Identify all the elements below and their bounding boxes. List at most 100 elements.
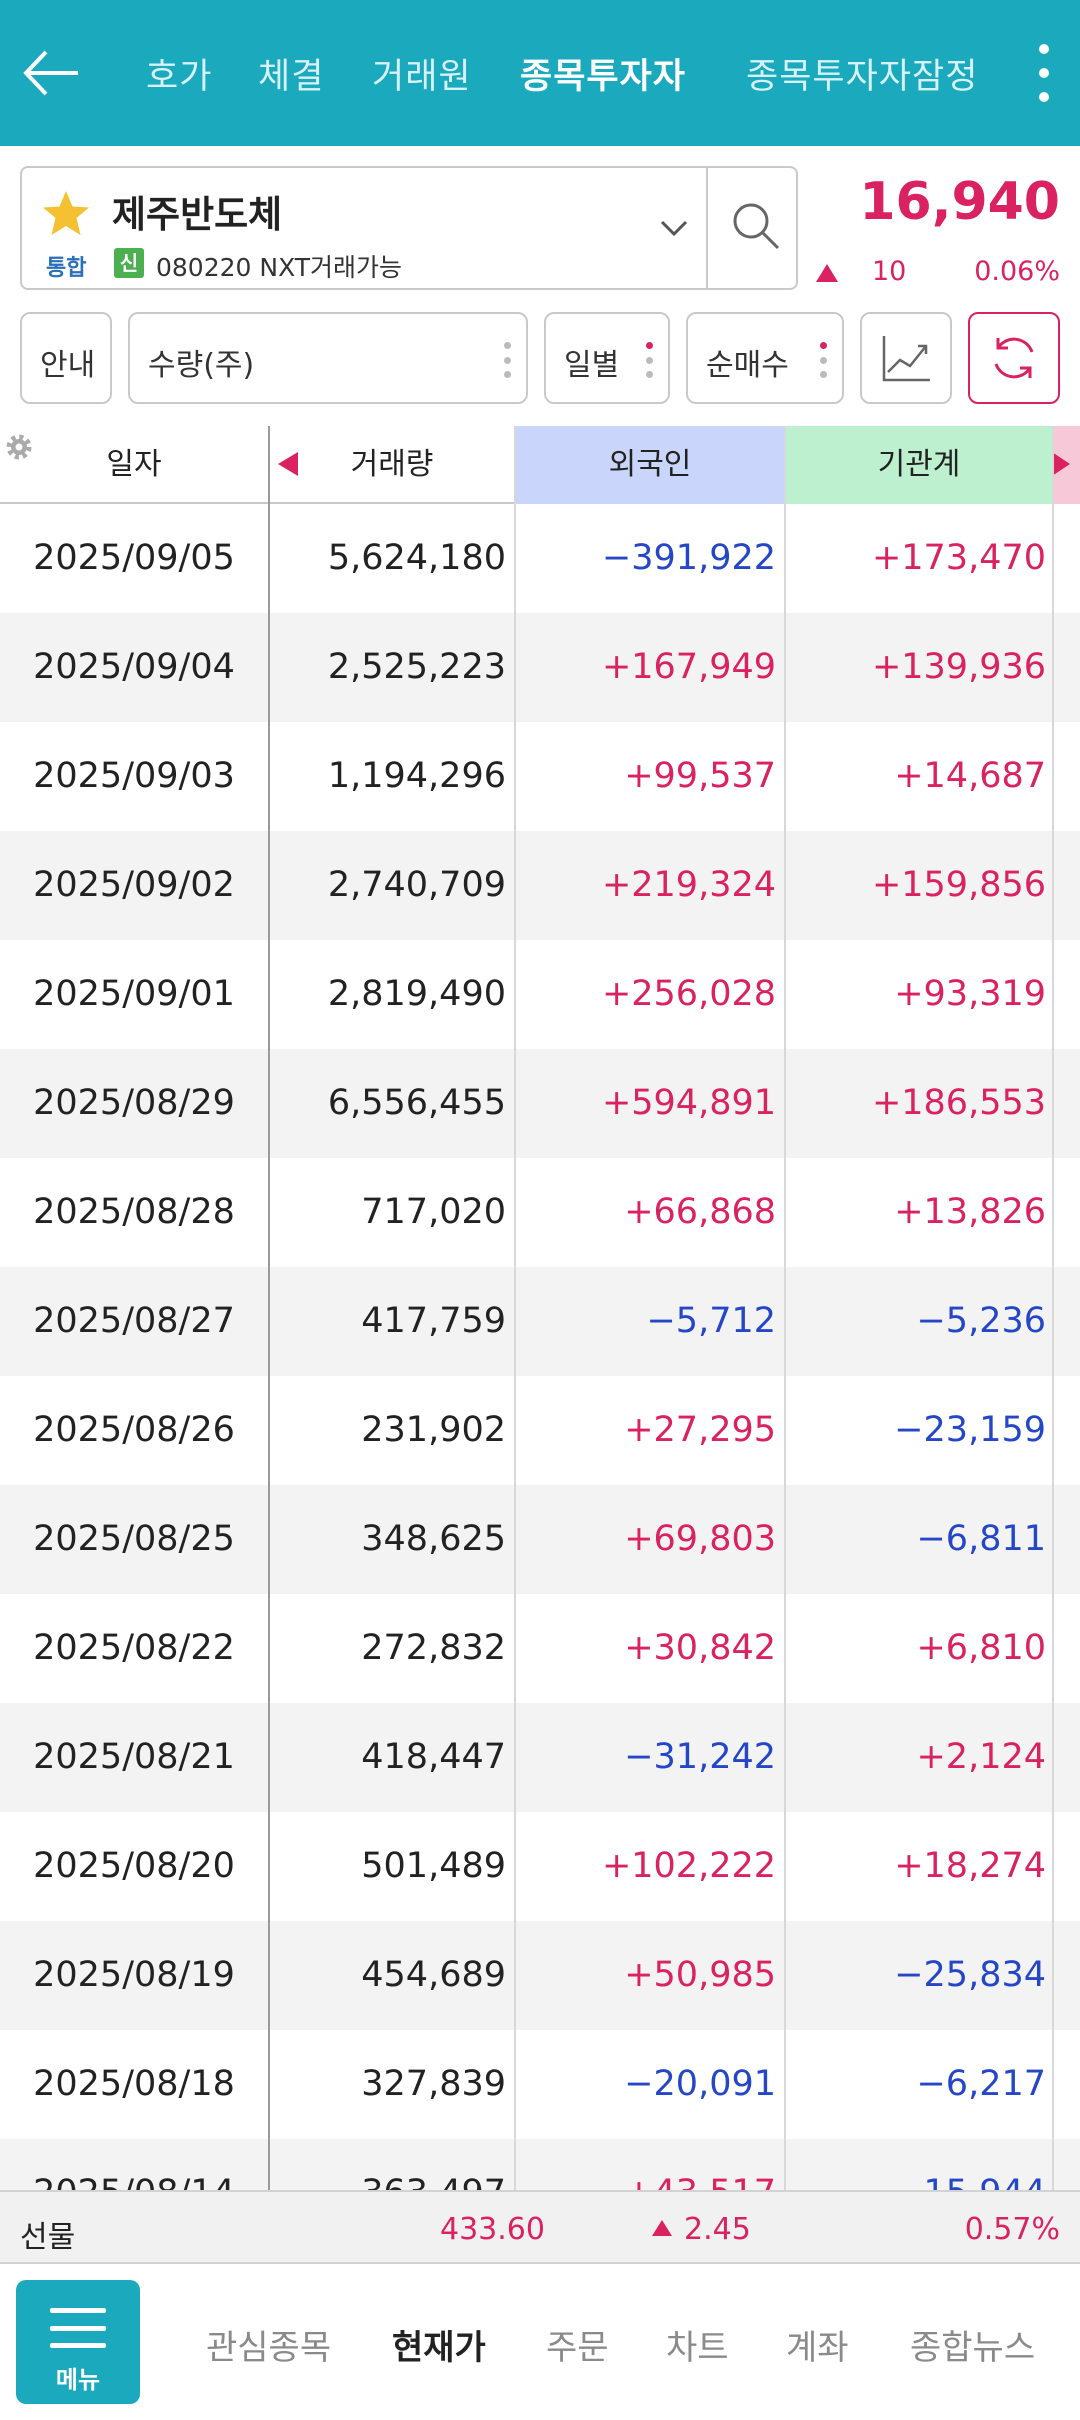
row-institution: −23,159 [894, 1410, 1046, 1450]
table-row[interactable]: 2025/08/20 501,489 +102,222 +18,274 [0, 1812, 1080, 1921]
nav-chart[interactable]: 차트 [666, 2328, 729, 2368]
row-volume: 348,625 [361, 1519, 506, 1559]
row-date: 2025/08/22 [33, 1628, 235, 1668]
row-volume: 2,525,223 [327, 647, 506, 687]
back-button[interactable] [18, 38, 88, 108]
table-row[interactable]: 2025/08/21 418,447 −31,242 +2,124 [0, 1703, 1080, 1812]
tab-hoga[interactable]: 호가 [146, 57, 213, 97]
table-row[interactable]: 2025/09/04 2,525,223 +167,949 +139,936 [0, 613, 1080, 722]
row-foreign: +102,222 [601, 1846, 776, 1886]
column-divider [268, 426, 270, 2190]
more-vertical-icon[interactable] [1024, 38, 1064, 108]
tab-trades[interactable]: 체결 [258, 57, 325, 97]
price-change-percent: 0.06% [974, 256, 1060, 287]
table-row[interactable]: 2025/08/27 417,759 −5,712 −5,236 [0, 1267, 1080, 1376]
futures-ticker[interactable]: 선물 433.60 2.45 0.57% [0, 2190, 1080, 2264]
period-select-label: 일별 [564, 348, 620, 383]
row-institution: −5,236 [916, 1301, 1046, 1341]
column-divider [784, 426, 786, 2190]
row-date: 2025/08/27 [33, 1301, 235, 1341]
column-divider [1052, 426, 1054, 2190]
nav-order[interactable]: 주문 [546, 2328, 609, 2368]
header-institution: 기관계 [786, 426, 1052, 504]
nav-account[interactable]: 계좌 [786, 2328, 849, 2368]
investor-table-body[interactable]: 2025/09/05 5,624,180 −391,922 +173,470 2025/… [0, 504, 1080, 2190]
table-row[interactable]: 2025/08/25 348,625 +69,803 −6,811 [0, 1485, 1080, 1594]
search-button[interactable] [706, 168, 798, 288]
options-dots-icon [504, 342, 512, 378]
refresh-button[interactable] [968, 312, 1060, 404]
row-volume: 327,839 [361, 2064, 506, 2104]
futures-percent: 0.57% [964, 2212, 1060, 2247]
table-row[interactable]: 2025/09/02 2,740,709 +219,324 +159,856 [0, 831, 1080, 940]
up-triangle-icon [816, 264, 838, 282]
info-button[interactable]: 안내 [20, 312, 112, 404]
current-price: 16,940 [859, 172, 1060, 232]
scroll-left-icon[interactable] [278, 452, 298, 476]
up-triangle-icon [652, 2220, 672, 2236]
bottom-nav: 메뉴 관심종목 현재가 주문 차트 계좌 종합뉴스 [0, 2264, 1080, 2420]
nav-watchlist[interactable]: 관심종목 [206, 2328, 332, 2368]
tab-brokers[interactable]: 거래원 [372, 57, 472, 97]
row-volume: 717,020 [361, 1192, 506, 1232]
row-volume: 5,624,180 [327, 538, 506, 578]
row-foreign: +69,803 [624, 1519, 776, 1559]
row-institution: +159,856 [871, 865, 1046, 905]
row-date: 2025/09/05 [33, 538, 235, 578]
row-date: 2025/08/18 [33, 2064, 235, 2104]
row-institution: +173,470 [871, 538, 1046, 578]
row-volume: 363,497 [270, 2139, 506, 2190]
row-institution: +139,936 [871, 647, 1046, 687]
options-dots-icon [646, 342, 654, 378]
top-nav-bar: 호가 체결 거래원 종목투자자 종목투자자잠정 [0, 0, 1080, 146]
table-row[interactable]: 2025/09/01 2,819,490 +256,028 +93,319 [0, 940, 1080, 1049]
table-row[interactable]: 2025/09/03 1,194,296 +99,537 +14,687 [0, 722, 1080, 831]
gear-icon[interactable] [4, 432, 34, 462]
row-institution: −6,217 [916, 2064, 1046, 2104]
row-institution: +6,810 [916, 1628, 1046, 1668]
menu-button[interactable]: 메뉴 [16, 2280, 140, 2404]
unit-select[interactable]: 수량(주) [128, 312, 528, 404]
table-row[interactable]: 2025/08/28 717,020 +66,868 +13,826 [0, 1158, 1080, 1267]
row-date: 2025/09/02 [33, 865, 235, 905]
row-volume: 454,689 [361, 1955, 506, 1995]
row-date: 2025/08/19 [33, 1955, 235, 1995]
tab-stock-investors-provisional[interactable]: 종목투자자잠정 [746, 57, 979, 97]
row-institution: +93,319 [894, 974, 1046, 1014]
row-foreign: −5,712 [646, 1301, 776, 1341]
row-institution: −6,811 [916, 1519, 1046, 1559]
scroll-right-icon[interactable] [1052, 452, 1070, 476]
row-date: 2025/09/01 [33, 974, 235, 1014]
row-foreign: −31,242 [624, 1737, 776, 1777]
nav-news[interactable]: 종합뉴스 [910, 2328, 1036, 2368]
table-row[interactable]: 2025/08/29 6,556,455 +594,891 +186,553 [0, 1049, 1080, 1158]
row-institution: −25,834 [894, 1955, 1046, 1995]
table-row[interactable]: 2025/08/18 327,839 −20,091 −6,217 [0, 2030, 1080, 2139]
chart-view-button[interactable] [860, 312, 952, 404]
mode-select[interactable]: 순매수 [686, 312, 844, 404]
credit-badge: 신 [114, 248, 144, 278]
row-date: 2025/08/20 [33, 1846, 235, 1886]
row-foreign: +43,517 [516, 2139, 776, 2190]
table-row[interactable]: 2025/08/26 231,902 +27,295 −23,159 [0, 1376, 1080, 1485]
row-foreign: +167,949 [601, 647, 776, 687]
row-volume: 417,759 [361, 1301, 506, 1341]
refresh-icon [994, 337, 1034, 379]
table-row[interactable]: 2025/08/19 454,689 +50,985 −25,834 [0, 1921, 1080, 2030]
row-date: 2025/08/21 [33, 1737, 235, 1777]
row-institution: +2,124 [916, 1737, 1046, 1777]
stock-selector[interactable]: 통합 제주반도체 신 080220 NXT거래가능 [20, 166, 798, 290]
row-volume: 231,902 [361, 1410, 506, 1450]
star-icon[interactable] [40, 188, 92, 240]
price-change: 10 [872, 256, 907, 287]
table-row[interactable]: 2025/08/14363,497+43,517−15,944 [0, 2139, 1080, 2190]
table-row[interactable]: 2025/08/22 272,832 +30,842 +6,810 [0, 1594, 1080, 1703]
period-select[interactable]: 일별 [544, 312, 670, 404]
row-date: 2025/09/03 [33, 756, 235, 796]
nav-current-price[interactable]: 현재가 [392, 2328, 486, 2368]
table-header: 일자 거래량 외국인 기관계 [0, 426, 1080, 504]
table-row[interactable]: 2025/09/05 5,624,180 −391,922 +173,470 [0, 504, 1080, 613]
tab-stock-investors[interactable]: 종목투자자 [520, 57, 687, 97]
row-volume: 6,556,455 [327, 1083, 506, 1123]
chevron-down-icon[interactable] [658, 216, 690, 240]
